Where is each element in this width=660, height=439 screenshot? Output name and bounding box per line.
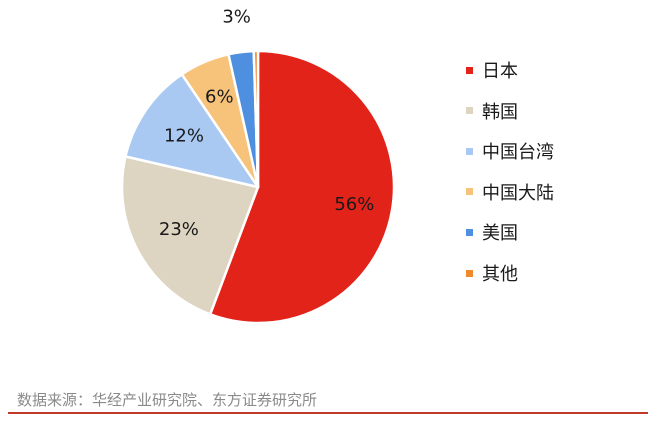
legend-swatch: [466, 228, 473, 236]
legend-label: 其他: [482, 264, 518, 285]
pie-slice: [124, 73, 260, 189]
legend-label: 日本: [482, 61, 518, 82]
legend-item: 美国: [466, 220, 518, 244]
legend-item: 中国台湾: [466, 139, 554, 163]
pie-slice: [120, 155, 260, 316]
legend-item: 其他: [466, 261, 518, 285]
legend-label: 中国大陆: [482, 182, 554, 204]
legend-item: 中国大陆: [466, 180, 554, 204]
slice-data-label: 3%: [222, 6, 251, 27]
legend-label: 美国: [482, 223, 518, 245]
slice-data-label: 12%: [164, 126, 204, 147]
legend-swatch: [466, 66, 473, 74]
slice-data-label: 56%: [334, 194, 374, 215]
pie-slice: [252, 49, 260, 189]
legend-swatch: [466, 188, 473, 196]
legend-label: 韩国: [482, 101, 518, 123]
legend-swatch: [466, 269, 473, 277]
footer-divider: [8, 412, 648, 414]
slice-data-label: 23%: [159, 219, 199, 240]
legend-item: 韩国: [466, 99, 518, 123]
legend-swatch: [466, 107, 473, 115]
pie-slices: [120, 49, 396, 325]
pie-data-labels: 56% 23% 12%6% 3%: [159, 6, 374, 239]
legend-item: 日本: [466, 58, 518, 82]
slice-data-label: 6%: [205, 87, 234, 108]
legend-swatch: [466, 147, 473, 155]
legend-label: 中国台湾: [482, 142, 554, 164]
source-note: 数据来源：华经产业研究院、东方证券研究所: [17, 391, 318, 409]
pie-slice: [208, 49, 396, 325]
